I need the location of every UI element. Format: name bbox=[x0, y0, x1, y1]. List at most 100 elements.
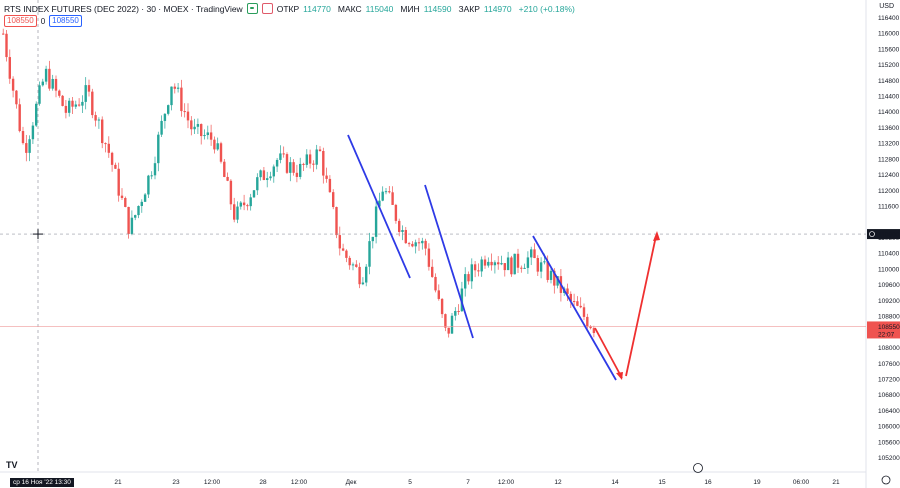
candle-body bbox=[450, 315, 454, 334]
x-tick-label: Дек bbox=[346, 479, 357, 486]
red-arrow-up bbox=[625, 235, 657, 377]
y-tick-label: 115200 bbox=[878, 62, 900, 69]
candle-body bbox=[94, 115, 97, 121]
y-tick-label: 112800 bbox=[878, 156, 900, 163]
last-price-label: 108550 bbox=[878, 324, 900, 331]
candle-body bbox=[480, 259, 483, 272]
y-tick-label: 105600 bbox=[878, 439, 900, 446]
x-tick-label: 16 bbox=[704, 479, 712, 486]
candle-body bbox=[431, 266, 434, 277]
x-tick-label: 12:00 bbox=[204, 479, 221, 486]
y-tick-label: 108000 bbox=[878, 345, 900, 352]
candle-body bbox=[328, 178, 332, 193]
candle-body bbox=[533, 249, 536, 259]
chart-legend: RTS INDEX FUTURES (DEC 2022) · 30 · MOEX… bbox=[4, 3, 578, 14]
y-tick-label: 112000 bbox=[878, 188, 900, 195]
candle-body bbox=[516, 253, 520, 268]
candle-body bbox=[31, 125, 35, 140]
y-tick-label: 105200 bbox=[878, 455, 900, 462]
x-tick-label: 12:00 bbox=[498, 479, 515, 486]
candle-body bbox=[407, 243, 411, 245]
candle-body bbox=[510, 257, 513, 275]
candle-body bbox=[213, 139, 216, 150]
input-box-1[interactable]: 108550 bbox=[4, 15, 37, 27]
candle-body bbox=[173, 86, 176, 89]
y-tick-label: 106000 bbox=[878, 424, 900, 431]
candle-body bbox=[368, 241, 371, 267]
candle-body bbox=[355, 264, 358, 267]
x-tick-label: 21 bbox=[832, 479, 840, 486]
candle-body bbox=[318, 149, 322, 151]
candle-body bbox=[572, 301, 576, 303]
candle-body bbox=[84, 85, 87, 102]
candle-body bbox=[35, 103, 38, 126]
candle-body bbox=[470, 264, 473, 282]
candle-body bbox=[315, 149, 318, 165]
y-tick-label: 114800 bbox=[878, 78, 900, 85]
candle-body bbox=[308, 154, 312, 164]
candle-body bbox=[447, 327, 450, 334]
eye-icon[interactable] bbox=[246, 3, 258, 14]
candle-body bbox=[196, 124, 200, 127]
candle-body bbox=[381, 191, 384, 201]
candle-body bbox=[506, 257, 510, 271]
y-tick-label: 109600 bbox=[878, 282, 900, 289]
candle-body bbox=[226, 176, 229, 181]
x-tick-label: 15 bbox=[658, 479, 666, 486]
candle-body bbox=[229, 180, 233, 205]
candle-body bbox=[256, 177, 259, 191]
candle-body bbox=[124, 197, 127, 207]
candle-body bbox=[457, 310, 460, 312]
close-label: ЗАКР bbox=[458, 3, 480, 14]
candle-body bbox=[272, 166, 275, 177]
change-value: +210 (+0.18%) bbox=[518, 3, 575, 14]
symbol-title[interactable]: RTS INDEX FUTURES (DEC 2022) · 30 · MOEX… bbox=[4, 3, 243, 14]
candle-body bbox=[365, 266, 368, 283]
y-tick-label: 116000 bbox=[878, 31, 900, 38]
candle-body bbox=[269, 176, 272, 179]
candle-body bbox=[203, 135, 206, 137]
open-value: 114770 bbox=[303, 3, 331, 14]
candle-body bbox=[193, 126, 196, 130]
candle-body bbox=[120, 195, 124, 198]
candle-body bbox=[107, 143, 110, 153]
candle-body bbox=[444, 314, 447, 328]
candle-body bbox=[358, 266, 361, 285]
y-tick-label: 107200 bbox=[878, 377, 900, 384]
candle-body bbox=[54, 78, 58, 91]
candle-body bbox=[467, 274, 470, 282]
candle-body bbox=[114, 164, 117, 169]
input-box-2[interactable]: 108550 bbox=[49, 15, 82, 27]
candle-body bbox=[539, 262, 543, 272]
candle-body bbox=[543, 261, 546, 263]
candle-body bbox=[546, 261, 549, 280]
last-price-box bbox=[867, 321, 900, 339]
y-tick-label: 110400 bbox=[878, 251, 900, 258]
y-tick-label: 116400 bbox=[878, 15, 900, 22]
candle-body bbox=[167, 105, 170, 114]
candle-body bbox=[41, 81, 44, 86]
trend-line bbox=[532, 235, 617, 381]
candle-body bbox=[77, 104, 81, 106]
candle-body bbox=[206, 132, 209, 136]
candle-body bbox=[200, 124, 203, 137]
red-arrow-down bbox=[594, 327, 623, 379]
x-tick-label: 12:00 bbox=[291, 479, 308, 486]
candle-body bbox=[176, 87, 180, 89]
candle-body bbox=[74, 104, 77, 107]
candle-body bbox=[440, 298, 444, 315]
candle-body bbox=[361, 282, 365, 285]
candle-body bbox=[266, 178, 269, 180]
currency-label[interactable]: USD bbox=[879, 3, 894, 10]
x-tick-label: 14 bbox=[611, 479, 619, 486]
candle-body bbox=[127, 206, 130, 234]
x-tick-label: 12 bbox=[554, 479, 562, 486]
candle-body bbox=[68, 100, 71, 113]
settings-icon[interactable] bbox=[261, 3, 273, 14]
candle-body bbox=[325, 175, 328, 179]
candle-body bbox=[143, 194, 147, 202]
x-tick-label: 21 bbox=[114, 479, 122, 486]
candle-body bbox=[15, 90, 18, 105]
candle-body bbox=[25, 143, 28, 153]
